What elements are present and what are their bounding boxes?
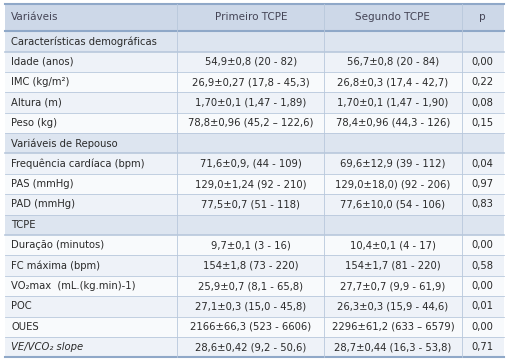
Text: FC máxima (bpm): FC máxima (bpm) — [11, 260, 100, 271]
Bar — [5, 256, 504, 276]
Bar — [5, 4, 504, 31]
Text: 0,83: 0,83 — [472, 200, 494, 209]
Bar — [5, 133, 504, 153]
Text: 9,7±0,1 (3 - 16): 9,7±0,1 (3 - 16) — [211, 240, 291, 250]
Text: Variáveis: Variáveis — [11, 12, 59, 22]
Text: 28,7±0,44 (16,3 - 53,8): 28,7±0,44 (16,3 - 53,8) — [334, 342, 451, 352]
Text: 2166±66,3 (523 - 6606): 2166±66,3 (523 - 6606) — [190, 322, 312, 332]
Text: Características demográficas: Características demográficas — [11, 36, 157, 47]
Text: 2296±61,2 (633 – 6579): 2296±61,2 (633 – 6579) — [331, 322, 454, 332]
Bar — [5, 317, 504, 337]
Text: 0,00: 0,00 — [472, 322, 494, 332]
Text: PAD (mmHg): PAD (mmHg) — [11, 200, 75, 209]
Bar — [5, 235, 504, 256]
Text: 0,04: 0,04 — [472, 159, 494, 169]
Bar — [5, 113, 504, 133]
Text: PAS (mmHg): PAS (mmHg) — [11, 179, 74, 189]
Text: POC: POC — [11, 301, 32, 312]
Text: Altura (m): Altura (m) — [11, 97, 62, 108]
Text: 78,4±0,96 (44,3 - 126): 78,4±0,96 (44,3 - 126) — [336, 118, 450, 128]
Bar — [5, 31, 504, 52]
Text: Primeiro TCPE: Primeiro TCPE — [214, 12, 287, 22]
Text: 0,22: 0,22 — [472, 77, 494, 87]
Text: VE/VCO₂ slope: VE/VCO₂ slope — [11, 342, 83, 352]
Text: 0,15: 0,15 — [472, 118, 494, 128]
Bar — [5, 174, 504, 194]
Text: 77,5±0,7 (51 - 118): 77,5±0,7 (51 - 118) — [202, 200, 300, 209]
Text: 0,00: 0,00 — [472, 57, 494, 67]
Text: 0,58: 0,58 — [472, 261, 494, 271]
Bar — [5, 337, 504, 357]
Text: 27,7±0,7 (9,9 - 61,9): 27,7±0,7 (9,9 - 61,9) — [341, 281, 445, 291]
Bar — [5, 296, 504, 317]
Text: Duração (minutos): Duração (minutos) — [11, 240, 104, 250]
Text: 1,70±0,1 (1,47 - 1,90): 1,70±0,1 (1,47 - 1,90) — [337, 97, 448, 108]
Text: Idade (anos): Idade (anos) — [11, 57, 74, 67]
Text: Peso (kg): Peso (kg) — [11, 118, 57, 128]
Bar — [5, 194, 504, 215]
Text: TCPE: TCPE — [11, 220, 36, 230]
Text: Segundo TCPE: Segundo TCPE — [355, 12, 431, 22]
Text: 0,00: 0,00 — [472, 281, 494, 291]
Text: 77,6±10,0 (54 - 106): 77,6±10,0 (54 - 106) — [341, 200, 445, 209]
Text: 129,0±18,0) (92 - 206): 129,0±18,0) (92 - 206) — [335, 179, 450, 189]
Text: 26,9±0,27 (17,8 - 45,3): 26,9±0,27 (17,8 - 45,3) — [192, 77, 309, 87]
Text: Frequência cardíaca (bpm): Frequência cardíaca (bpm) — [11, 158, 145, 169]
Text: 0,01: 0,01 — [472, 301, 494, 312]
Bar — [5, 153, 504, 174]
Bar — [5, 92, 504, 113]
Text: 0,08: 0,08 — [472, 97, 494, 108]
Text: 0,00: 0,00 — [472, 240, 494, 250]
Bar — [5, 52, 504, 72]
Text: 1,70±0,1 (1,47 - 1,89): 1,70±0,1 (1,47 - 1,89) — [195, 97, 306, 108]
Text: 154±1,7 (81 - 220): 154±1,7 (81 - 220) — [345, 261, 441, 271]
Text: 10,4±0,1 (4 - 17): 10,4±0,1 (4 - 17) — [350, 240, 436, 250]
Text: 69,6±12,9 (39 - 112): 69,6±12,9 (39 - 112) — [340, 159, 445, 169]
Text: IMC (kg/m²): IMC (kg/m²) — [11, 77, 69, 87]
Text: 56,7±0,8 (20 - 84): 56,7±0,8 (20 - 84) — [347, 57, 439, 67]
Text: 54,9±0,8 (20 - 82): 54,9±0,8 (20 - 82) — [205, 57, 297, 67]
Text: 78,8±0,96 (45,2 – 122,6): 78,8±0,96 (45,2 – 122,6) — [188, 118, 314, 128]
Bar — [5, 215, 504, 235]
Text: 0,97: 0,97 — [472, 179, 494, 189]
Text: 154±1,8 (73 - 220): 154±1,8 (73 - 220) — [203, 261, 298, 271]
Text: 0,71: 0,71 — [472, 342, 494, 352]
Bar — [5, 276, 504, 296]
Text: OUES: OUES — [11, 322, 39, 332]
Text: 28,6±0,42 (9,2 - 50,6): 28,6±0,42 (9,2 - 50,6) — [195, 342, 306, 352]
Text: 26,3±0,3 (15,9 - 44,6): 26,3±0,3 (15,9 - 44,6) — [337, 301, 448, 312]
Text: 71,6±0,9, (44 - 109): 71,6±0,9, (44 - 109) — [200, 159, 302, 169]
Text: Variáveis de Repouso: Variáveis de Repouso — [11, 138, 118, 148]
Bar — [5, 72, 504, 92]
Text: 27,1±0,3 (15,0 - 45,8): 27,1±0,3 (15,0 - 45,8) — [195, 301, 306, 312]
Text: 25,9±0,7 (8,1 - 65,8): 25,9±0,7 (8,1 - 65,8) — [199, 281, 303, 291]
Text: 26,8±0,3 (17,4 - 42,7): 26,8±0,3 (17,4 - 42,7) — [337, 77, 448, 87]
Text: 129,0±1,24 (92 - 210): 129,0±1,24 (92 - 210) — [195, 179, 306, 189]
Text: VO₂max  (mL.(kg.min)-1): VO₂max (mL.(kg.min)-1) — [11, 281, 135, 291]
Text: p: p — [479, 12, 486, 22]
